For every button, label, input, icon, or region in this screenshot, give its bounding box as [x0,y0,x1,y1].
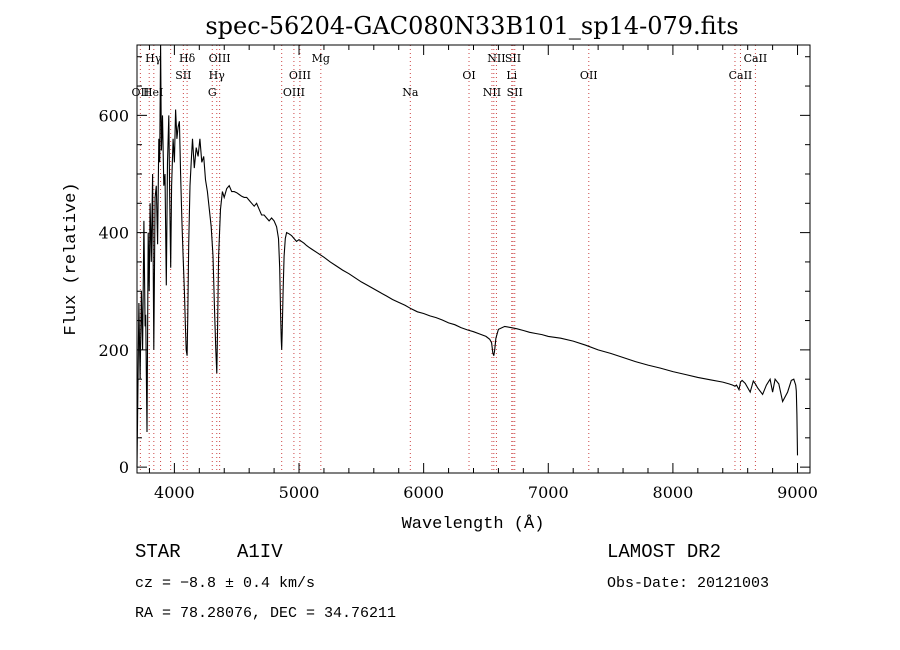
spectral-class: A1IV [237,541,283,563]
y-tick-label: 200 [98,341,129,360]
spectral-line-label: OI [462,69,475,82]
spectral-line-label: Mg [312,52,330,65]
spectral-line-label: Na [402,86,419,99]
spectral-line-label: NII [487,52,505,65]
redshift-velocity: cz = −8.8 ± 0.4 km/s [135,575,316,592]
object-type: STAR [135,541,181,563]
x-tick-label: 4000 [154,483,195,502]
spectral-line-label: Hγ [209,69,226,82]
x-axis-label: Wavelength (Å) [402,515,545,534]
y-tick-label: 400 [98,224,129,243]
spectral-line-label: Hγ [145,52,162,65]
x-tick-label: 6000 [403,483,444,502]
spectral-line-label: CaII [729,69,753,82]
x-tick-label: 7000 [528,483,569,502]
y-tick-label: 600 [98,106,129,125]
survey-name: LAMOST DR2 [607,541,722,563]
spectral-line-label: SII [505,52,521,65]
spectral-line-label: SII [175,69,191,82]
spectral-line-markers [139,45,756,473]
spectrum-line [136,44,799,468]
y-tick-label: 0 [119,458,129,477]
spectral-line-label: Li [506,69,517,82]
chart-title: spec-56204-GAC080N33B101_sp14-079.fits [205,12,738,40]
x-tick-label: 5000 [279,483,320,502]
spectral-line-label: OIII [289,69,311,82]
spectral-line-label: OII [132,86,150,99]
x-tick-label: 9000 [777,483,818,502]
spectral-line-label: OIII [283,86,305,99]
coordinates: RA = 78.28076, DEC = 34.76211 [135,605,397,622]
spectral-line-label: OIII [209,52,231,65]
spectral-line-label: OII [580,69,598,82]
spectral-line-label: G [208,86,217,99]
spectral-line-label: SII [507,86,523,99]
x-axis-ticks: 4000 5000 6000 7000 8000 9000 [148,45,818,502]
plot-frame [136,44,811,474]
spectral-line-label: Hδ [179,52,196,65]
spectral-line-label: NII [483,86,501,99]
observation-date: Obs-Date: 20121003 [607,575,770,592]
spectral-line-label: HeI [143,86,163,99]
y-axis-ticks: 0 200 400 600 [98,56,810,477]
x-tick-label: 8000 [653,483,694,502]
spectral-line-label: CaII [744,52,768,65]
y-axis-label: Flux (relative) [62,182,81,335]
